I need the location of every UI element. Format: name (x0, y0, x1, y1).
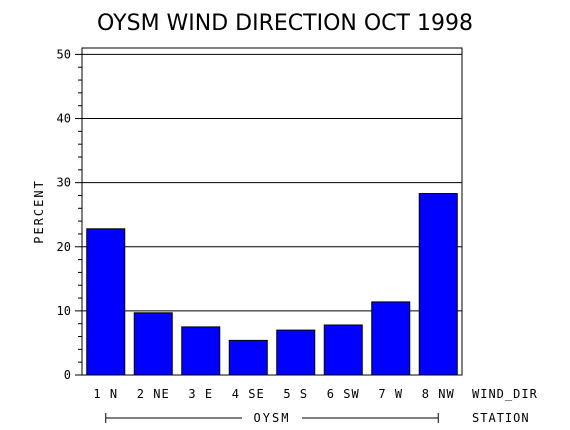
bar-3 (181, 326, 221, 376)
chart-title: OYSM WIND DIRECTION OCT 1998 (97, 11, 473, 36)
y-tick-label: 0 (64, 368, 71, 382)
station-group-label: OYSM (254, 411, 291, 425)
x-axis: 1 N 2 NE 3 E 4 SE 5 S 6 SW 7 W 8 NW (93, 387, 455, 401)
bar-4 (228, 339, 268, 376)
x-tick-label: 8 NW (422, 387, 455, 401)
x-axis-label: WIND_DIR (472, 387, 538, 401)
y-tick-label: 10 (57, 304, 71, 318)
bar-8 (418, 193, 458, 376)
x-tick-label: 6 SW (327, 387, 360, 401)
bar-2 (133, 312, 173, 376)
bar-5 (276, 329, 316, 376)
grid-lines (82, 53, 462, 312)
y-axis: 0 10 20 30 40 50 (57, 47, 82, 382)
bar-1 (86, 228, 126, 376)
bar-7 (371, 301, 411, 376)
plot-frame (81, 47, 463, 376)
y-axis-label: PERCENT (32, 179, 46, 244)
x-tick-label: 1 N (93, 387, 118, 401)
y-tick-label: 40 (57, 112, 71, 126)
bar-6 (323, 324, 363, 376)
x-tick-label: 3 E (188, 387, 213, 401)
y-tick-label: 20 (57, 240, 71, 254)
y-tick-label: 50 (57, 47, 71, 61)
x-tick-label: 2 NE (137, 387, 170, 401)
station-axis-label: STATION (472, 411, 530, 425)
bars (86, 193, 458, 376)
y-tick-label: 30 (57, 176, 71, 190)
station-bracket (105, 413, 439, 423)
x-tick-label: 7 W (378, 387, 403, 401)
x-tick-label: 5 S (283, 387, 308, 401)
x-tick-label: 4 SE (232, 387, 265, 401)
